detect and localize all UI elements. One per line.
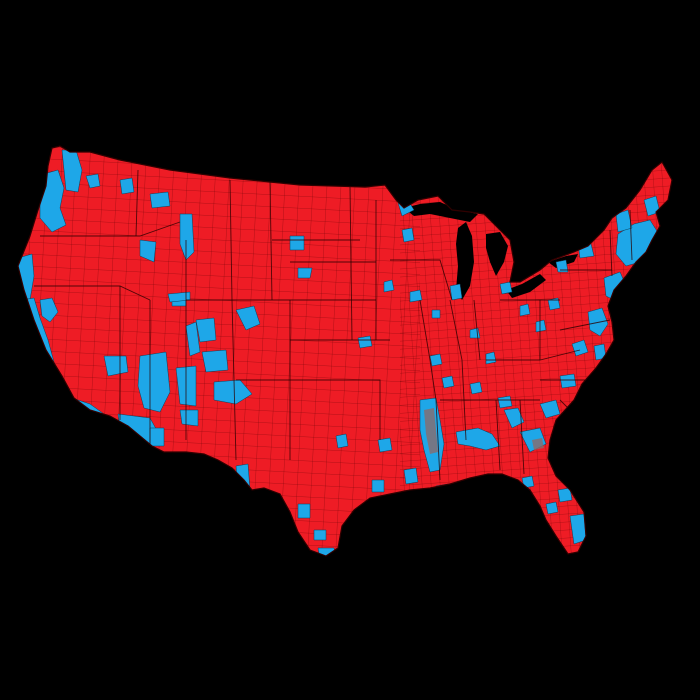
county-new-york-city: [635, 263, 649, 281]
county-seattle: [119, 177, 135, 195]
county-cluster-vermont: [615, 209, 633, 233]
county-ohio-1: [519, 303, 531, 317]
county-memphis: [441, 375, 455, 389]
county-detroit: [499, 281, 513, 295]
county-arizona-2: [103, 355, 129, 377]
county-new-mexico-1: [201, 349, 229, 373]
county-orlando: [557, 487, 573, 503]
county-south-texas-2: [313, 529, 327, 541]
county-nebraska: [297, 267, 313, 279]
county-cluster-delta-mixed: [424, 408, 438, 454]
county-cluster-north-carolina-2: [583, 383, 599, 399]
county-texas-border: [235, 463, 251, 491]
county-cluster-bay-area: [39, 297, 59, 323]
county-midwest-2: [409, 289, 423, 303]
county-cluster-black-belt-alabama: [455, 427, 501, 451]
county-midwest-1: [383, 279, 395, 293]
county-buffalo: [555, 259, 569, 273]
county-tallahassee: [521, 475, 535, 489]
county-ohio-2: [535, 319, 547, 333]
county-houston: [403, 467, 419, 485]
county-kansas-city: [357, 335, 373, 349]
county-kentucky: [485, 351, 497, 365]
county-tennessee-1: [469, 381, 483, 395]
county-southwest-2: [149, 427, 165, 447]
county-nevada: [167, 291, 191, 303]
state-borders: [34, 169, 633, 481]
county-cluster-georgia-1: [503, 407, 525, 429]
county-midwest-3: [431, 309, 441, 319]
county-chicago: [449, 283, 463, 301]
county-south-texas-1: [297, 503, 311, 519]
county-arizona-1: [137, 351, 171, 413]
county-atlanta: [497, 395, 513, 409]
county-western-washington: [85, 173, 101, 189]
county-idaho: [179, 213, 195, 261]
county-colorado-1: [235, 305, 261, 331]
county-oklahoma: [335, 433, 349, 449]
county-virginia-1: [571, 339, 589, 357]
county-midwest-4: [469, 327, 481, 339]
county-cluster-south-carolina: [539, 399, 561, 419]
county-new-mexico-2: [213, 379, 253, 405]
county-colorado-3: [185, 321, 201, 357]
county-montana: [139, 239, 157, 263]
county-colorado-2: [195, 317, 217, 343]
county-minneapolis: [401, 227, 415, 243]
county-austin: [371, 479, 385, 493]
mixed-counties: [424, 408, 544, 454]
county-pittsburgh: [547, 297, 561, 311]
county-eastern-washington: [149, 191, 171, 209]
county-central-plains: [289, 235, 305, 251]
county-south-texas-3: [317, 547, 337, 556]
county-dallas: [377, 437, 393, 453]
us-outline: [17, 145, 673, 557]
county-st-louis: [429, 353, 443, 367]
county-southwest-1: [179, 409, 199, 427]
county-tampa: [545, 501, 559, 515]
county-cluster-north-carolina-1: [559, 373, 577, 389]
county-mixed-georgia: [532, 438, 544, 450]
county-virginia-2: [593, 343, 607, 361]
